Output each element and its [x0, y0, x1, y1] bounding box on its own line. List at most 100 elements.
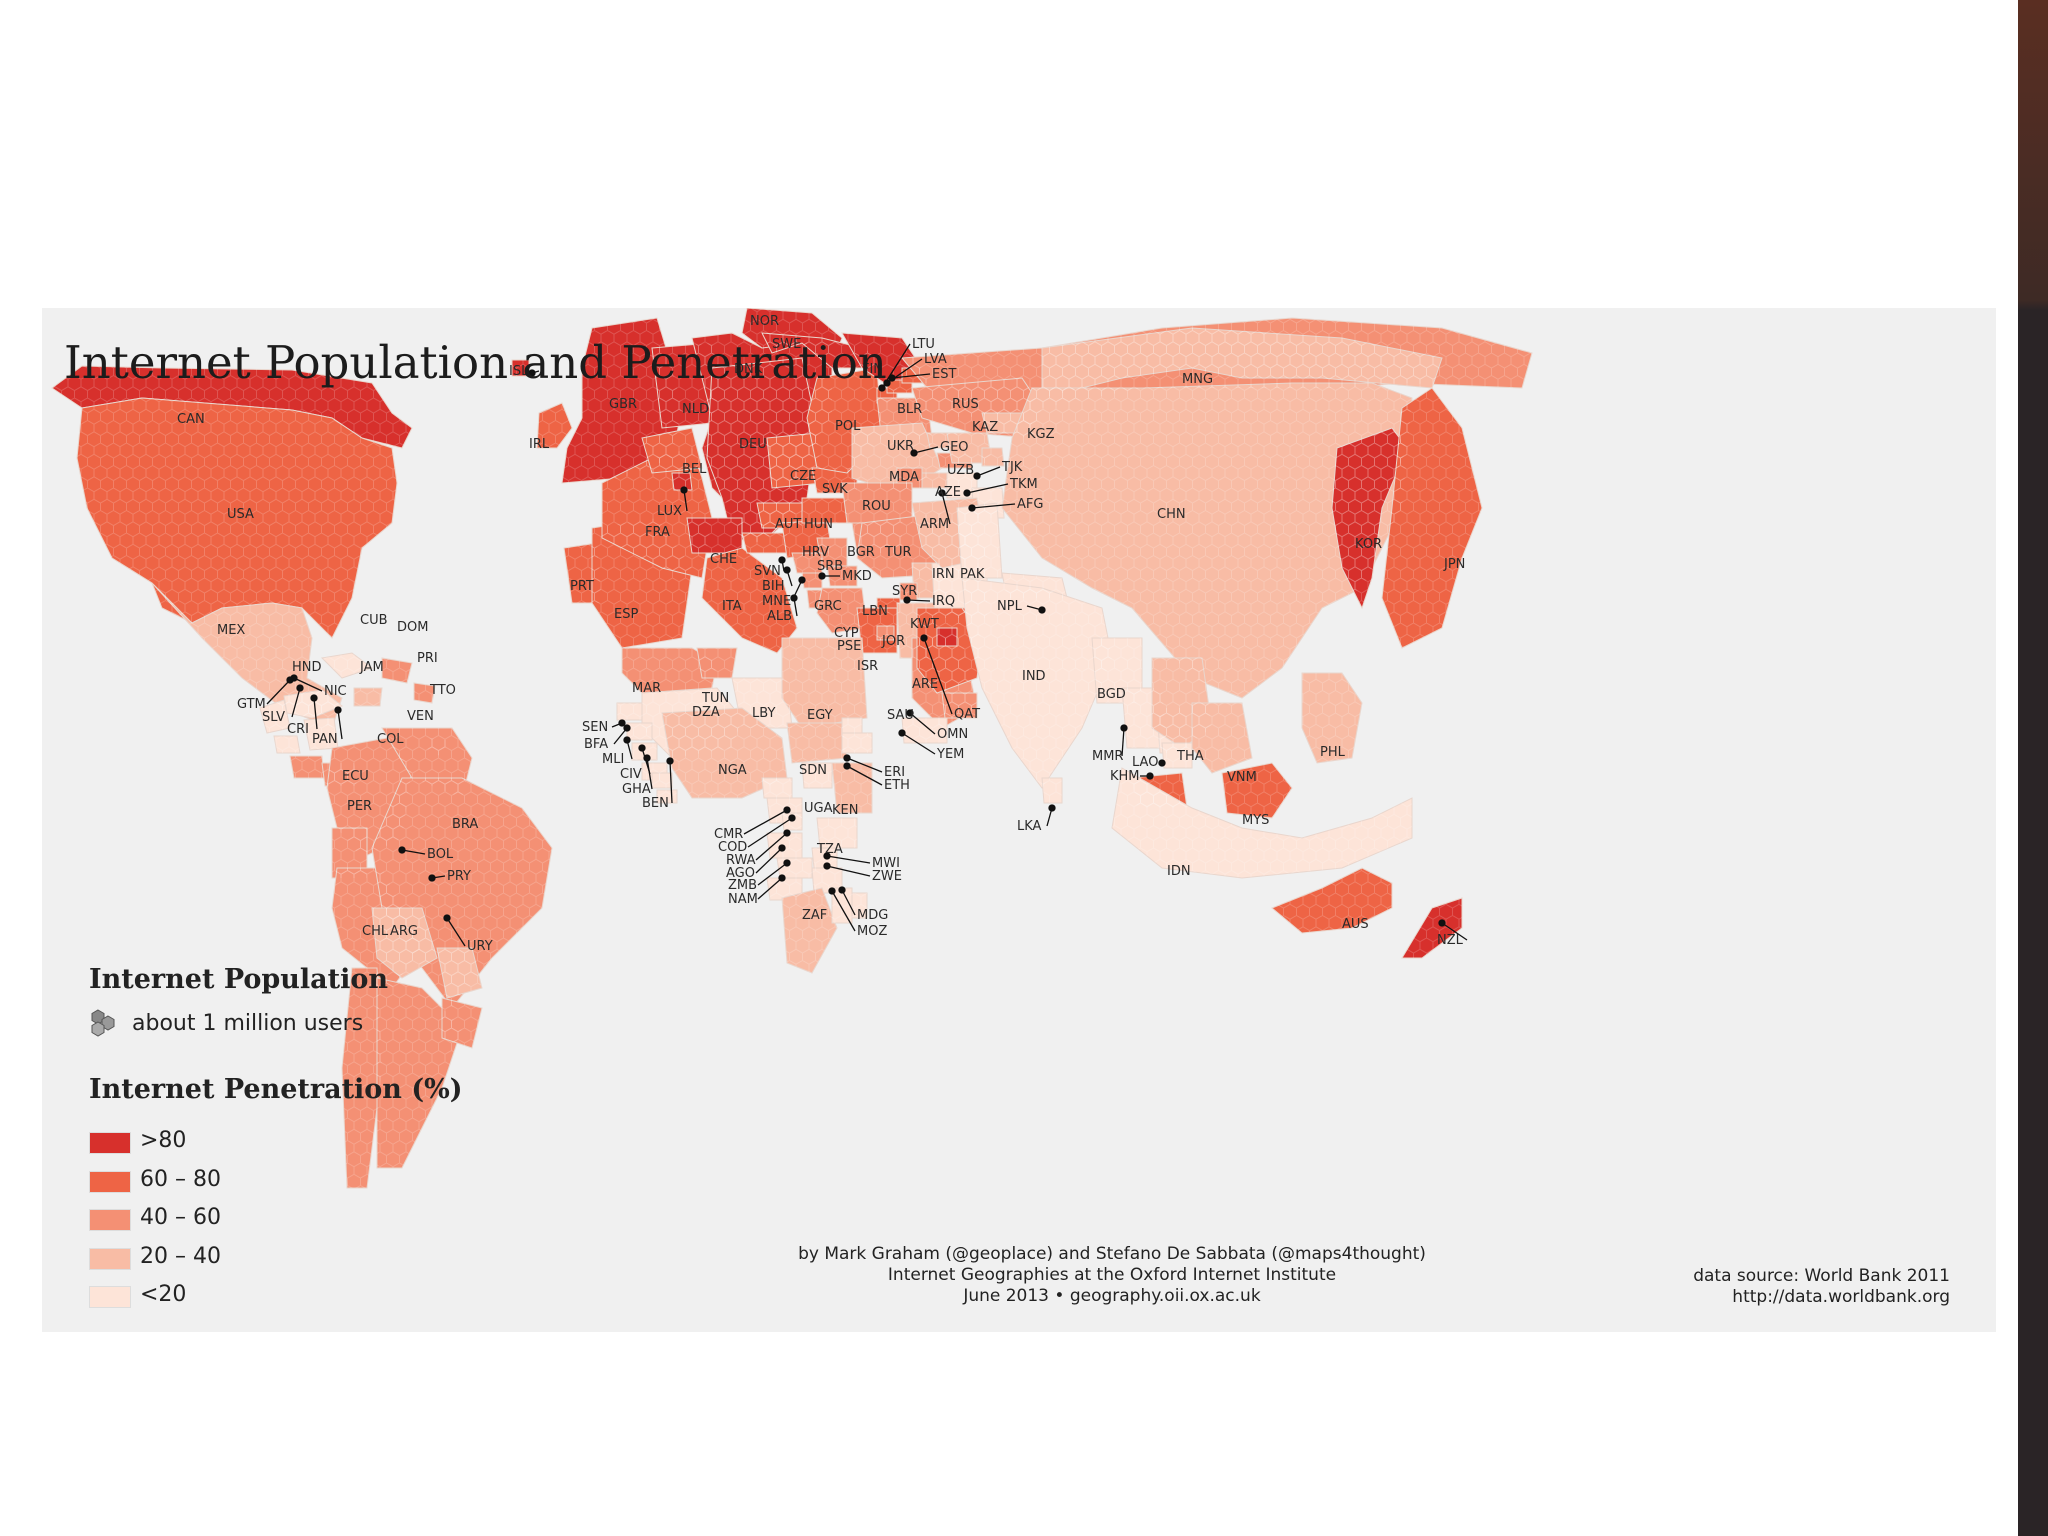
leader-dot: [883, 379, 891, 387]
leader-dot: [906, 709, 914, 717]
country-label-lao: LAO: [1132, 755, 1158, 770]
leader-line: [293, 677, 323, 692]
hex-texture: [642, 428, 702, 473]
hex-texture: [274, 736, 300, 753]
map-credit: by Mark Graham (@geoplace) and Stefano D…: [662, 1244, 1562, 1307]
country-label-slv: SLV: [262, 710, 285, 725]
source-line: data source: World Bank 2011: [1693, 1266, 1950, 1286]
country-label-che: CHE: [710, 552, 737, 567]
country-label-mdg: MDG: [857, 908, 888, 923]
country-label-ecu: ECU: [342, 769, 369, 784]
country-label-chl: CHL: [362, 924, 389, 939]
legend-swatch: [89, 1170, 131, 1193]
country-label-tjk: TJK: [1001, 460, 1023, 475]
map-panel: NOR SWE ISL GBR DNK NLD DEU FIN LTU LVA EST MNG CAN R…: [42, 308, 1996, 1332]
hex-texture: [762, 333, 882, 368]
hex-texture: [304, 718, 338, 750]
hex-texture: [702, 548, 797, 653]
leader-line: [941, 492, 951, 525]
hex-texture: [1162, 743, 1192, 768]
country-label-ita: ITA: [722, 599, 742, 614]
country-label-zwe: ZWE: [872, 869, 902, 884]
country-label-tha: THA: [1176, 749, 1204, 764]
hex-texture: [652, 773, 672, 788]
country-label-lka: LKA: [1017, 819, 1042, 834]
leader-line: [909, 712, 936, 735]
hex-texture: [52, 366, 412, 448]
hex-texture: [782, 638, 867, 728]
leader-dot: [778, 556, 786, 564]
country-label-prt: PRT: [570, 579, 594, 594]
hex-texture: [742, 533, 787, 553]
country-label-kor: KOR: [1355, 537, 1382, 552]
leader-line: [901, 732, 936, 755]
country-label-are: ARE: [912, 677, 938, 692]
leader-dot: [428, 874, 436, 882]
country-label-pri: PRI: [417, 651, 438, 666]
hex-texture: [372, 908, 437, 978]
country-label-cyp: CYP: [834, 626, 859, 641]
country-label-pan: PAN: [312, 732, 338, 747]
country-label-gtm: GTM: [237, 697, 266, 712]
legend-class-label: 20 – 40: [140, 1243, 221, 1269]
leader-dot: [680, 486, 688, 494]
hex-texture: [1302, 673, 1362, 763]
country-label-blr: BLR: [897, 402, 922, 417]
country-label-dza: DZA: [692, 705, 720, 720]
legend-class-label: 60 – 80: [140, 1166, 221, 1192]
hex-texture: [437, 948, 482, 998]
hex-texture: [382, 658, 412, 683]
country-label-kwt: KWT: [910, 617, 939, 632]
hex-texture: [414, 683, 435, 703]
hex-texture: [902, 718, 947, 743]
leader-line: [826, 855, 871, 864]
hex-texture: [442, 998, 482, 1048]
source-line: http://data.worldbank.org: [1732, 1287, 1950, 1307]
country-label-rus: RUS: [952, 397, 979, 412]
country-label-nga: NGA: [718, 763, 747, 778]
country-label-phl: PHL: [1320, 745, 1346, 760]
country-label-qat: QAT: [954, 707, 980, 722]
legend-swatch: [89, 1209, 131, 1231]
leader-line: [755, 832, 788, 861]
country-label-arm: ARM: [920, 517, 949, 532]
country-label-dnk: DNK: [734, 362, 763, 377]
leader-dot: [783, 859, 791, 867]
leader-line: [401, 849, 426, 855]
leader-line: [446, 917, 466, 947]
hex-texture: [767, 433, 822, 488]
country-label-deu: DEU: [739, 437, 767, 452]
leader-dot: [790, 594, 798, 602]
country-label-yem: YEM: [936, 747, 964, 762]
country-label-aut: AUT: [775, 517, 801, 532]
hex-texture: [1092, 638, 1142, 703]
hex-texture: [937, 628, 957, 646]
leader-dot: [398, 846, 406, 854]
leader-dot: [888, 374, 896, 382]
leader-dot: [903, 596, 911, 604]
hex-texture: [802, 498, 847, 523]
leader-dot: [838, 886, 846, 894]
leader-dot: [798, 576, 806, 584]
country-label-nic: NIC: [324, 684, 347, 699]
leader-dot: [623, 724, 631, 732]
country-label-fra: FRA: [645, 525, 670, 540]
leader-line: [846, 765, 883, 786]
country-label-grc: GRC: [814, 599, 842, 614]
country-label-rwa: RWA: [726, 853, 756, 868]
country-label-mkd: MKD: [842, 569, 872, 584]
country-label-pry: PRY: [447, 869, 471, 884]
leader-dot: [1146, 772, 1154, 780]
country-label-srb: SRB: [817, 559, 843, 574]
hex-texture: [922, 473, 947, 488]
leader-line: [906, 599, 931, 602]
legend-swatch: [89, 1286, 131, 1308]
country-label-vnm: VNM: [1227, 770, 1257, 785]
hex-texture: [887, 380, 912, 393]
legend-penetration-heading: Internet Penetration (%): [89, 1074, 463, 1105]
leader-line: [1121, 727, 1125, 757]
country-label-aus: AUS: [1342, 917, 1369, 932]
leader-dot: [638, 744, 646, 752]
leader-line: [266, 679, 291, 705]
country-label-gha: GHA: [622, 782, 651, 797]
